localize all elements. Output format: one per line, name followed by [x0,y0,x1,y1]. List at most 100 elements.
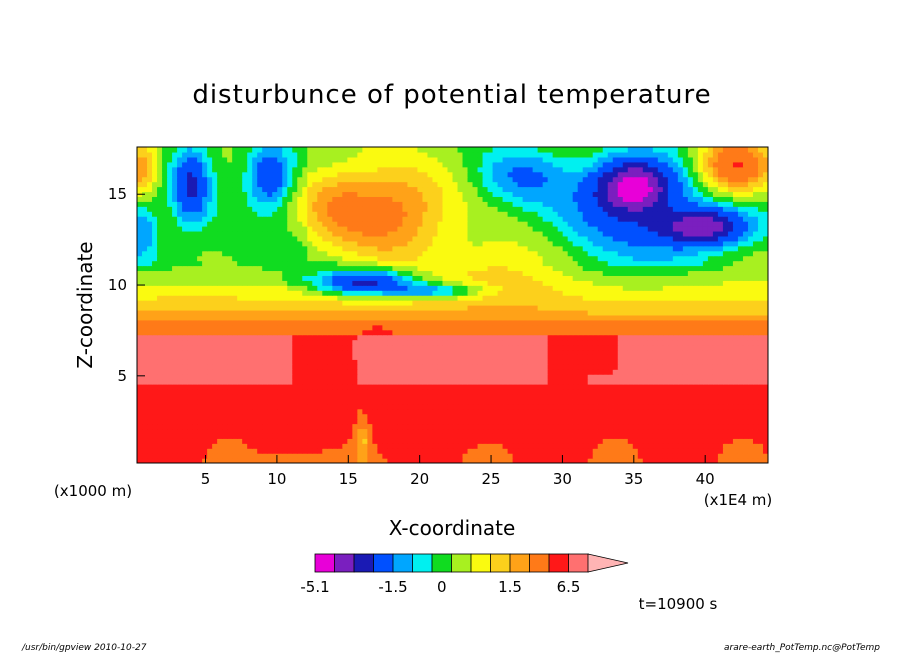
field-cell [622,453,629,459]
field-cell [312,418,318,425]
field-cell [622,408,629,415]
field-cell [632,418,639,425]
field-cell [662,453,669,459]
field-cell [252,453,258,459]
field-cell [702,443,709,449]
field-cell [687,379,694,385]
field-cell [327,453,333,459]
field-cell [257,285,263,291]
field-cell [247,453,253,459]
field-cell [337,453,343,459]
field-cell [262,413,268,420]
field-cell [552,393,559,400]
field-cell [757,438,764,444]
field-cell [272,319,278,326]
field-cell [662,364,669,370]
field-cell [482,354,489,360]
field-cell [702,349,709,355]
field-cell [527,408,534,415]
field-cell [332,398,338,405]
field-cell [402,384,409,390]
field-cell [447,384,454,390]
field-cell [562,443,569,449]
field-cell [747,428,754,434]
field-cell [352,339,358,346]
field-cell [642,384,649,390]
field-cell [317,359,323,365]
field-cell [557,369,564,375]
field-cell [637,443,644,449]
field-cell [377,443,383,449]
field-cell [602,443,609,449]
field-cell [522,408,529,415]
field-cell [302,379,308,385]
field-cell [617,339,624,346]
field-cell [662,428,669,434]
field-cell [547,438,554,444]
field-cell [407,418,414,425]
field-cell [452,413,459,420]
field-cell [487,438,494,444]
field-cell [377,339,383,346]
field-cell [607,280,614,286]
field-cell [452,428,459,434]
field-cell [692,329,699,336]
field-cell [527,374,534,380]
field-cell [632,393,639,400]
field-cell [577,453,584,459]
field-cell [752,314,759,321]
field-cell [487,285,494,291]
field-cell [237,329,243,336]
field-cell [182,339,188,346]
field-cell [632,398,639,405]
field-cell [247,285,253,291]
field-cell [712,275,719,281]
field-cell [632,334,639,341]
field-cell [757,433,764,439]
field-cell [197,438,203,444]
field-cell [142,309,148,316]
field-cell [372,443,378,449]
field-cell [622,403,629,410]
field-cell [677,305,684,311]
field-cell [612,458,619,463]
field-cell [402,408,409,415]
field-cell [567,359,574,365]
field-cell [492,295,499,301]
field-cell [482,285,489,291]
field-cell [247,428,253,434]
field-cell [317,305,323,311]
field-cell [232,344,238,351]
field-cell [397,388,404,395]
field-cell [157,448,163,454]
field-cell [222,324,228,331]
field-cell [602,413,609,420]
field-cell [717,443,724,449]
field-cell [657,384,664,390]
field-cell [652,290,659,296]
field-cell [217,339,223,346]
field-cell [672,374,679,380]
field-cell [732,374,739,380]
field-cell [152,305,158,311]
field-cell [377,344,383,351]
field-cell [402,354,409,360]
field-cell [317,309,323,316]
field-cell [692,413,699,420]
field-cell [287,324,293,331]
field-cell [297,319,303,326]
field-cell [647,359,654,365]
field-cell [352,423,358,430]
field-cell [497,300,504,306]
field-cell [462,408,469,415]
field-cell [512,433,519,439]
field-cell [532,364,539,370]
field-cell [267,443,273,449]
field-cell [602,423,609,430]
field-cell [527,423,534,430]
field-cell [532,433,539,439]
field-cell [432,448,439,454]
field-cell [507,428,514,434]
field-cell [392,384,399,390]
field-cell [397,374,404,380]
